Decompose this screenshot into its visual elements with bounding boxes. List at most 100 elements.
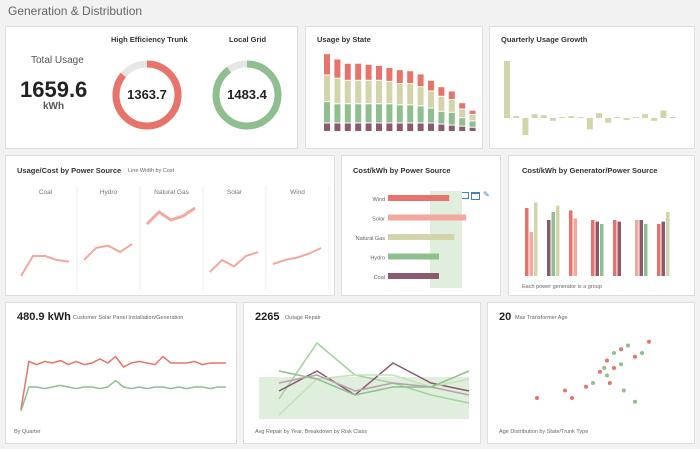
stacked-bar-segment: [407, 123, 414, 131]
transformer-scatter-chart: [535, 339, 651, 404]
quarterly-growth-chart: [504, 61, 676, 136]
gauge-trunk: 1363.7: [112, 60, 182, 130]
stacked-bar-segment: [448, 100, 455, 112]
stacked-bar-segment: [365, 104, 372, 123]
transformer-label: Max Transformer Age: [515, 315, 568, 321]
stacked-bar-segment: [396, 105, 403, 123]
growth-bar: [623, 118, 630, 120]
panel-footnote: Each power generator is a group: [522, 284, 602, 290]
small-multiple-label: Natural Gas: [154, 189, 189, 196]
solar-series-line: [20, 379, 226, 412]
stacked-bar-segment: [396, 70, 403, 83]
cost-bar: [388, 195, 450, 201]
scatter-point: [535, 396, 539, 400]
cost-kwh-chart: Wind Solar Natural Gas Hydro Coal: [356, 191, 467, 288]
stacked-bar-segment: [386, 104, 393, 123]
stacked-bar-segment: [365, 123, 372, 131]
stacked-bar-segment: [365, 80, 372, 104]
growth-bar: [513, 116, 520, 118]
stacked-bar-segment: [376, 80, 382, 104]
stacked-bar-segment: [344, 104, 351, 123]
growth-bar: [651, 118, 658, 121]
stacked-bar-segment: [355, 63, 362, 80]
scatter-point: [605, 358, 609, 363]
edit-icon[interactable]: ✎: [483, 190, 490, 199]
scatter-point: [591, 381, 595, 385]
stacked-bar-segment: [459, 109, 466, 118]
generator-bar: [534, 202, 538, 276]
stacked-bar-segment: [417, 123, 424, 131]
usage-by-state-chart: [324, 54, 476, 131]
generator-bar: [639, 220, 643, 276]
cost-generator-panel: Cost/kWh by Generator/Power Source Each …: [508, 155, 695, 296]
page-title: Generation & Distribution: [8, 4, 143, 18]
generator-bar: [613, 220, 617, 276]
small-multiples-chart: Coal Hydro Natural Gas Solar Wind: [20, 186, 330, 290]
scatter-point: [621, 388, 626, 393]
panel-title: Cost/kWh by Power Source: [353, 166, 451, 175]
stacked-bar-segment: [334, 104, 341, 123]
panel-footnote: Age Distribution by State/Trunk Type: [499, 429, 589, 435]
growth-bar: [559, 117, 566, 118]
stacked-bar-segment: [355, 123, 362, 131]
stacked-bar-segment: [438, 124, 445, 131]
stacked-bar-segment: [448, 125, 455, 131]
growth-bar: [632, 117, 639, 118]
generator-bar: [635, 220, 639, 276]
stacked-bar-segment: [344, 123, 351, 131]
generator-bar: [551, 212, 555, 276]
stacked-bar-segment: [324, 123, 330, 131]
usage-kpi-panel: Total Usage 1659.6 kWh High Efficiency T…: [5, 26, 298, 149]
transformer-panel: 20 Max Transformer Age Age Distribution …: [487, 302, 695, 444]
solar-panel: 480.9 kWh Customer Solar Panel Installat…: [5, 302, 237, 444]
scatter-point: [647, 339, 651, 344]
small-multiple-label: Coal: [39, 189, 53, 196]
growth-bar: [669, 117, 676, 118]
growth-bar: [504, 61, 510, 118]
stacked-bar-segment: [428, 108, 434, 123]
stacked-bar-segment: [417, 87, 424, 106]
small-multiple-label: Wind: [290, 189, 305, 196]
stacked-bar-segment: [469, 110, 476, 114]
generator-bar: [666, 212, 670, 276]
small-multiple-line: [145, 206, 196, 226]
panel-footnote: Avg Repair by Year, Breakdown by Risk Cl…: [255, 429, 368, 435]
scatter-point: [563, 388, 567, 393]
cost-bar: [388, 214, 467, 221]
stacked-bar-segment: [334, 78, 341, 104]
growth-bar: [540, 115, 547, 118]
small-multiple-line: [272, 247, 322, 265]
scatter-point: [619, 362, 623, 367]
stacked-bar-segment: [344, 80, 351, 104]
gauge-grid: 1483.4: [212, 60, 282, 130]
generator-bar: [591, 220, 595, 276]
stacked-bar-segment: [459, 103, 466, 109]
solar-line-chart: [20, 355, 226, 412]
bar-label: Solar: [372, 217, 385, 223]
outage-value: 2265: [255, 311, 280, 323]
stacked-bar-segment: [469, 121, 476, 127]
stacked-bar-segment: [355, 80, 362, 104]
stacked-bar-segment: [459, 118, 466, 126]
bar-label: Coal: [374, 275, 385, 281]
stacked-bar-segment: [448, 91, 455, 99]
stacked-bar-segment: [438, 87, 445, 96]
stacked-bar-segment: [386, 68, 393, 81]
growth-bar: [550, 118, 556, 121]
scatter-point: [633, 399, 637, 404]
solar-label: Customer Solar Panel Installation/Genera…: [73, 315, 184, 321]
gauge-value: 1483.4: [227, 87, 268, 102]
window-icon[interactable]: [471, 192, 480, 200]
small-multiple-label: Hydro: [100, 189, 118, 196]
stacked-bar-segment: [428, 91, 434, 108]
cost-bar: [388, 253, 439, 260]
generator-bar: [547, 220, 551, 276]
cost-bar: [388, 234, 455, 240]
growth-bar: [577, 117, 584, 118]
gauge-title-grid: Local Grid: [229, 35, 267, 44]
stacked-bar-segment: [417, 74, 424, 87]
gauge-arc: [112, 60, 182, 130]
generator-bar: [556, 205, 560, 276]
stacked-bar-segment: [428, 123, 434, 131]
stacked-bar-segment: [334, 59, 341, 78]
